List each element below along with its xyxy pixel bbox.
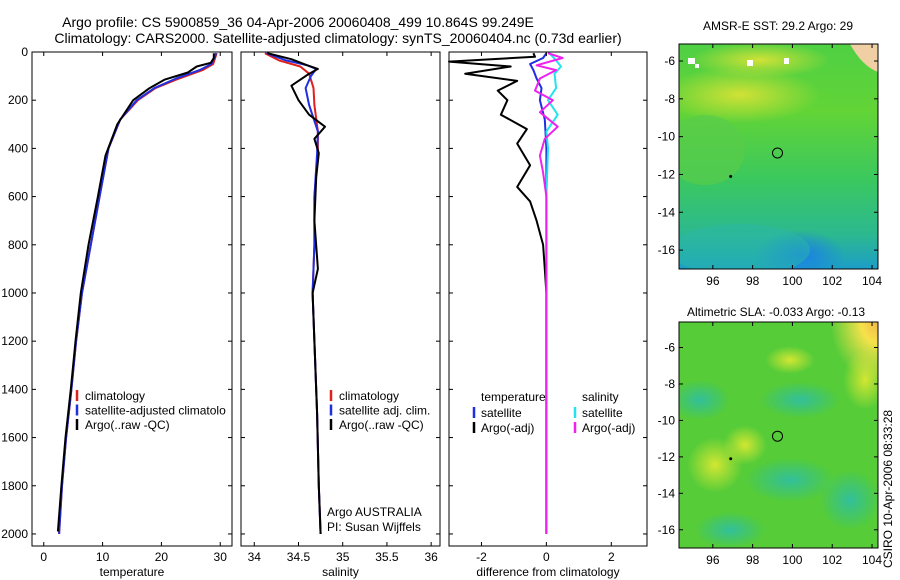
argo-australia-label: Argo AUSTRALIA (327, 505, 422, 519)
y-tick-label: 0 (21, 45, 28, 59)
x-tick-label: 30 (214, 550, 228, 564)
salinity-profile-xlabel: salinity (322, 565, 359, 579)
temperature-panel: 0 10 20 30 temperature 0 200 400 600 800 1000 1200 1… (1, 45, 233, 579)
difference-profile-xlabel: difference from climatology (476, 565, 619, 579)
difference-profile-series-3 (534, 52, 564, 534)
y-tick-label: 400 (8, 141, 28, 155)
map-y-tick-label: -8 (664, 92, 675, 106)
map-y-tick-label: -6 (664, 54, 675, 68)
legend-entry: satellite adj. clim. (339, 404, 430, 418)
sla-field (679, 322, 878, 548)
x-tick-label: -2 (476, 550, 487, 564)
legend-entry: climatology (85, 389, 145, 403)
difference-profile-series-2 (545, 52, 562, 534)
map-y-tick-label: -10 (658, 413, 676, 427)
temperature-profile-xlabel: temperature (100, 565, 165, 579)
map-y-tick-label: -12 (658, 450, 676, 464)
map-x-tick-label: 100 (782, 274, 802, 288)
y-tick-label: 1400 (1, 382, 28, 396)
map-y-tick-label: -12 (658, 167, 676, 181)
y-tick-label: 800 (8, 238, 28, 252)
map-x-tick-label: 100 (782, 553, 802, 567)
difference-profile-series-1 (448, 52, 548, 534)
map-x-tick-label: 96 (706, 553, 720, 567)
map-x-tick-label: 102 (822, 274, 842, 288)
sla-point-marker (729, 457, 733, 461)
map-x-tick-label: 104 (862, 274, 882, 288)
temperature-profile-series-2 (56, 53, 215, 532)
x-tick-label: 20 (155, 550, 169, 564)
map-x-tick-label: 98 (746, 274, 760, 288)
x-tick-label: 35.5 (375, 550, 399, 564)
sla-map-axes: 96 98 100 102 104 -6 -8 -10 -12 -14 -16 (658, 322, 882, 567)
sst-argo-position-marker (772, 147, 783, 159)
y-tick-label: 1000 (1, 286, 28, 300)
x-tick-label: 34 (248, 550, 262, 564)
salinity-panel: 34 34.5 35 35.5 36 salinity climatologysatelli… (240, 51, 441, 579)
legend-entry: satellite (582, 406, 623, 420)
difference-profile-frame (448, 51, 648, 547)
x-tick-label: 35 (336, 550, 350, 564)
legend-entry: climatology (339, 389, 399, 403)
figure-title: Argo profile: CS 5900859_36 04-Apr-2006 … (62, 14, 534, 30)
map-y-tick-label: -16 (658, 243, 676, 257)
map-y-tick-label: -16 (658, 523, 676, 537)
legend-entry: Argo(-adj) (481, 421, 534, 435)
map-y-tick-label: -14 (658, 205, 676, 219)
map-y-tick-label: -14 (658, 486, 676, 500)
salinity-profile-frame (240, 51, 441, 547)
map-x-tick-label: 96 (706, 274, 720, 288)
x-tick-label: 2 (608, 550, 615, 564)
csiro-timestamp: CSIRO 10-Apr-2006 08:33:28 (881, 410, 895, 568)
map-x-tick-label: 104 (862, 553, 882, 567)
salinity-profile-series-2 (267, 52, 326, 535)
x-tick-label: 0 (40, 550, 47, 564)
map-y-tick-label: -10 (658, 130, 676, 144)
sst-field (679, 44, 878, 269)
y-tick-label: 200 (8, 93, 28, 107)
legend-entry: satellite-adjusted climatolo (85, 404, 226, 418)
legend-header-temperature: temperature (481, 390, 546, 404)
map-x-tick-label: 98 (746, 553, 760, 567)
legend-entry: Argo(-adj) (582, 421, 635, 435)
sst-point-marker (729, 174, 733, 178)
map-x-tick-label: 102 (822, 553, 842, 567)
y-tick-label: 1600 (1, 431, 28, 445)
pi-label: PI: Susan Wijffels (327, 520, 421, 534)
sla-map-title: Altimetric SLA: -0.033 Argo: -0.13 (687, 305, 865, 319)
y-tick-label: 1800 (1, 479, 28, 493)
x-tick-label: 0 (543, 550, 550, 564)
legend-header-salinity: salinity (582, 390, 619, 404)
y-tick-label: 2000 (1, 527, 28, 541)
temperature-profile-frame (31, 51, 233, 547)
legend-entry: Argo(..raw -QC) (339, 418, 424, 432)
temperature-profile-series-1 (58, 52, 218, 535)
x-tick-label: 36 (424, 550, 438, 564)
legend-entry: Argo(..raw -QC) (85, 418, 170, 432)
sst-map-axes: 96 98 100 102 104 -6 -8 -10 -12 -14 -16 (658, 44, 882, 288)
map-y-tick-label: -8 (664, 377, 675, 391)
x-tick-label: 34.5 (287, 550, 311, 564)
sla-map: Altimetric SLA: -0.033 Argo: -0.13 96 98 1… (658, 305, 883, 567)
sst-map-title: AMSR-E SST: 29.2 Argo: 29 (703, 19, 853, 33)
y-tick-label: 1200 (1, 334, 28, 348)
sst-map: AMSR-E SST: 29.2 Argo: 29 96 98 100 102 104 -… (658, 19, 883, 288)
y-tick-label: 600 (8, 190, 28, 204)
map-y-tick-label: -6 (664, 341, 675, 355)
legend-entry: satellite (481, 406, 522, 420)
sla-argo-position-marker (772, 430, 783, 442)
figure-subtitle: Climatology: CARS2000. Satellite-adjuste… (54, 30, 621, 46)
difference-profile-series-0 (529, 52, 548, 534)
x-tick-label: 10 (96, 550, 110, 564)
